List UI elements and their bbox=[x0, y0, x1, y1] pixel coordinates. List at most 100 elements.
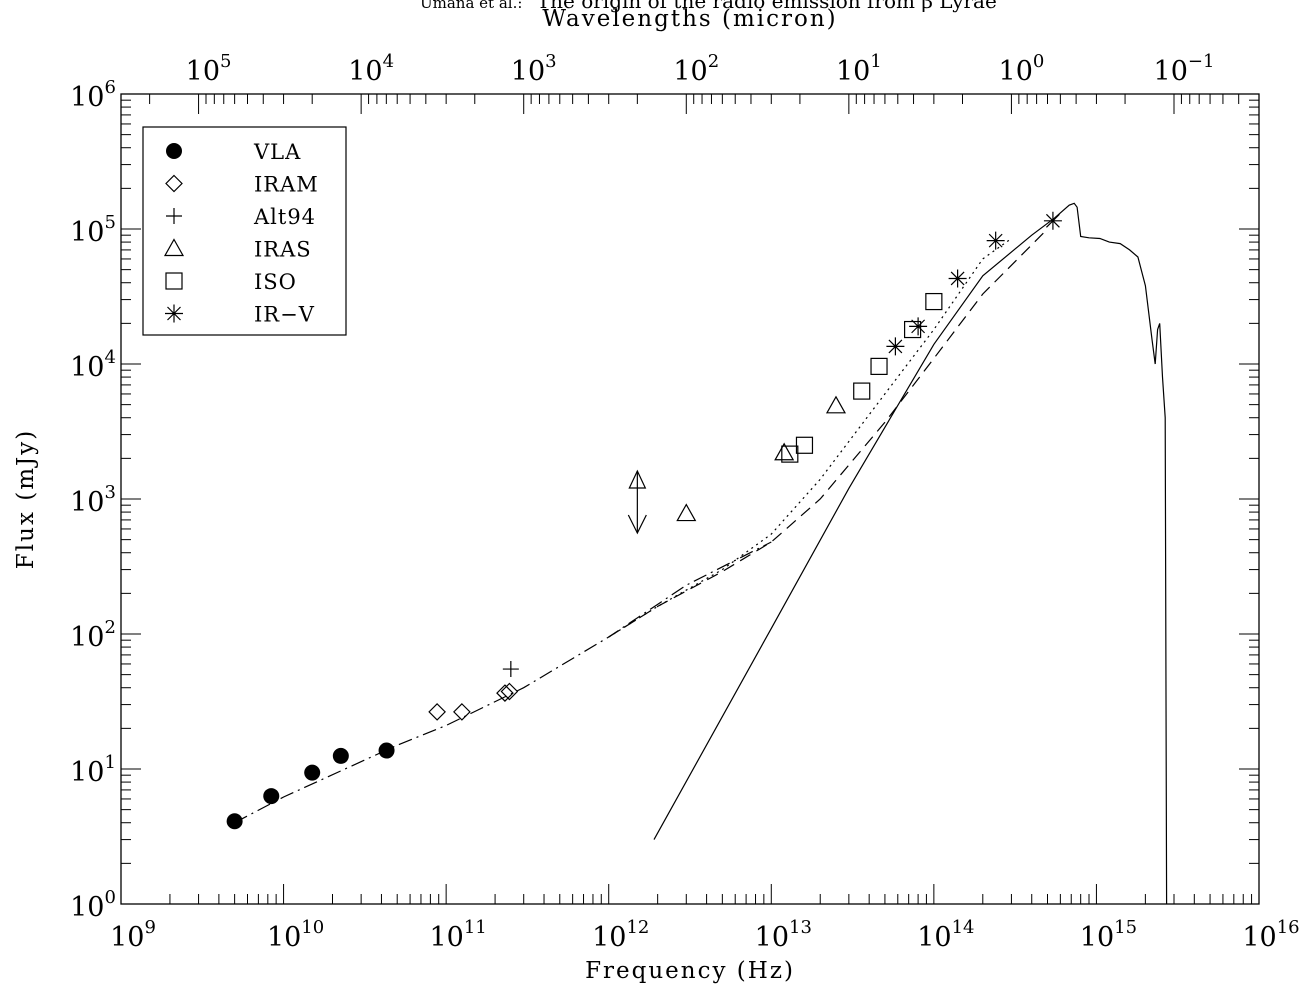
iram-marker bbox=[428, 703, 446, 721]
tick-exponent: 9 bbox=[144, 917, 155, 938]
top-tick-label: 104 bbox=[348, 51, 394, 87]
running-title: Umana et al.: The origin of the radio em… bbox=[420, 0, 997, 13]
tick-base: 10 bbox=[430, 922, 464, 953]
x-tick-label: 1016 bbox=[1242, 917, 1299, 953]
top-tick-label: 10−1 bbox=[1154, 51, 1215, 87]
legend-label: VLA bbox=[253, 140, 301, 164]
tick-exponent: 4 bbox=[383, 51, 394, 72]
vla-marker bbox=[166, 143, 182, 159]
y-tick-label: 106 bbox=[70, 77, 116, 113]
vla-marker bbox=[332, 747, 349, 764]
tick-exponent: 3 bbox=[545, 51, 556, 72]
alt94-marker bbox=[502, 661, 519, 678]
irv-marker bbox=[1043, 211, 1062, 230]
tick-base: 10 bbox=[673, 56, 707, 87]
tick-exponent: 3 bbox=[104, 482, 115, 503]
tick-exponent: 11 bbox=[464, 917, 487, 938]
model-curves bbox=[234, 202, 1168, 905]
tick-base: 10 bbox=[348, 56, 382, 87]
tick-exponent: 6 bbox=[104, 77, 115, 98]
tick-exponent: −1 bbox=[1188, 51, 1215, 72]
tick-base: 10 bbox=[70, 757, 104, 788]
tick-exponent: 4 bbox=[104, 347, 115, 368]
x-axis-title: Frequency (Hz) bbox=[585, 958, 795, 984]
tick-base: 10 bbox=[70, 217, 104, 248]
y-tick-label: 105 bbox=[70, 212, 116, 248]
data-points bbox=[226, 211, 1062, 830]
irv-marker bbox=[948, 269, 967, 288]
legend-label: Alt94 bbox=[253, 205, 316, 229]
x-tick-label: 1013 bbox=[755, 917, 812, 953]
x-tick-label: 1010 bbox=[267, 917, 324, 953]
curve-dash-dot bbox=[234, 541, 772, 824]
tick-exponent: 12 bbox=[626, 917, 649, 938]
iram-marker bbox=[453, 703, 471, 721]
curve-solid bbox=[653, 202, 1168, 905]
irv-marker bbox=[909, 317, 928, 336]
tick-base: 10 bbox=[267, 922, 301, 953]
tick-labels: 109 1010 1011 1012 1013 1014 1015 1016100101102… bbox=[70, 51, 1300, 953]
tick-base: 10 bbox=[511, 56, 545, 87]
tick-base: 10 bbox=[1242, 922, 1276, 953]
top-tick-label: 103 bbox=[511, 51, 557, 87]
top-tick-label: 105 bbox=[186, 51, 232, 87]
iras-marker bbox=[774, 442, 795, 461]
x-tick-label: 109 bbox=[110, 917, 156, 953]
limit-arrow-up bbox=[628, 469, 647, 489]
legend-label: IRAM bbox=[254, 173, 319, 197]
y-tick-label: 104 bbox=[70, 347, 116, 383]
tick-base: 10 bbox=[70, 487, 104, 518]
x-tick-label: 1015 bbox=[1080, 917, 1137, 953]
y-tick-label: 100 bbox=[70, 887, 116, 923]
legend: VLA IRAM Alt94 IRAS ISO IR−V bbox=[142, 126, 347, 336]
irv-marker bbox=[986, 231, 1005, 250]
alt94-marker bbox=[166, 208, 182, 224]
tick-exponent: 0 bbox=[104, 887, 115, 908]
irv-marker bbox=[165, 304, 183, 323]
top-tick-label: 101 bbox=[836, 51, 882, 87]
y-tick-label: 102 bbox=[70, 617, 116, 653]
iso-marker bbox=[165, 272, 183, 290]
tick-base: 10 bbox=[110, 922, 144, 953]
tick-base: 10 bbox=[186, 56, 220, 87]
y-tick-label: 103 bbox=[70, 482, 116, 518]
tick-exponent: 5 bbox=[104, 212, 115, 233]
iso-marker bbox=[853, 382, 871, 400]
tick-base: 10 bbox=[70, 82, 104, 113]
tick-base: 10 bbox=[836, 56, 870, 87]
iram-marker bbox=[500, 682, 519, 701]
iso-marker bbox=[870, 357, 888, 375]
legend-label: ISO bbox=[254, 270, 297, 294]
curve-dashed bbox=[608, 228, 1048, 638]
iras-marker bbox=[825, 395, 847, 414]
legend-label: IR−V bbox=[254, 303, 315, 327]
tick-exponent: 2 bbox=[708, 51, 719, 72]
axis-ticks bbox=[120, 94, 1260, 905]
y-tick-label: 101 bbox=[70, 752, 116, 788]
tick-base: 10 bbox=[1080, 922, 1114, 953]
tick-base: 10 bbox=[999, 56, 1033, 87]
tick-exponent: 10 bbox=[301, 917, 324, 938]
iram-marker bbox=[496, 684, 514, 702]
tick-exponent: 15 bbox=[1114, 917, 1137, 938]
iso-marker bbox=[781, 445, 799, 463]
irv-marker bbox=[886, 337, 905, 356]
tick-exponent: 13 bbox=[789, 917, 812, 938]
iras-marker bbox=[676, 503, 697, 522]
top-tick-label: 102 bbox=[673, 51, 719, 87]
tick-exponent: 16 bbox=[1277, 917, 1300, 938]
tick-exponent: 0 bbox=[1033, 51, 1044, 72]
tick-base: 10 bbox=[70, 352, 104, 383]
iso-marker bbox=[925, 292, 943, 311]
legend-box bbox=[142, 126, 347, 336]
tick-base: 10 bbox=[917, 922, 951, 953]
top-axis-title: Wavelengths (micron) bbox=[542, 6, 837, 32]
vla-marker bbox=[226, 813, 243, 830]
legend-label: IRAS bbox=[254, 238, 312, 262]
iras-marker bbox=[163, 238, 185, 257]
vla-marker bbox=[304, 764, 321, 781]
iso-marker bbox=[795, 436, 814, 454]
tick-base: 10 bbox=[70, 622, 104, 653]
x-tick-label: 1014 bbox=[917, 917, 974, 953]
vla-marker bbox=[263, 788, 280, 805]
